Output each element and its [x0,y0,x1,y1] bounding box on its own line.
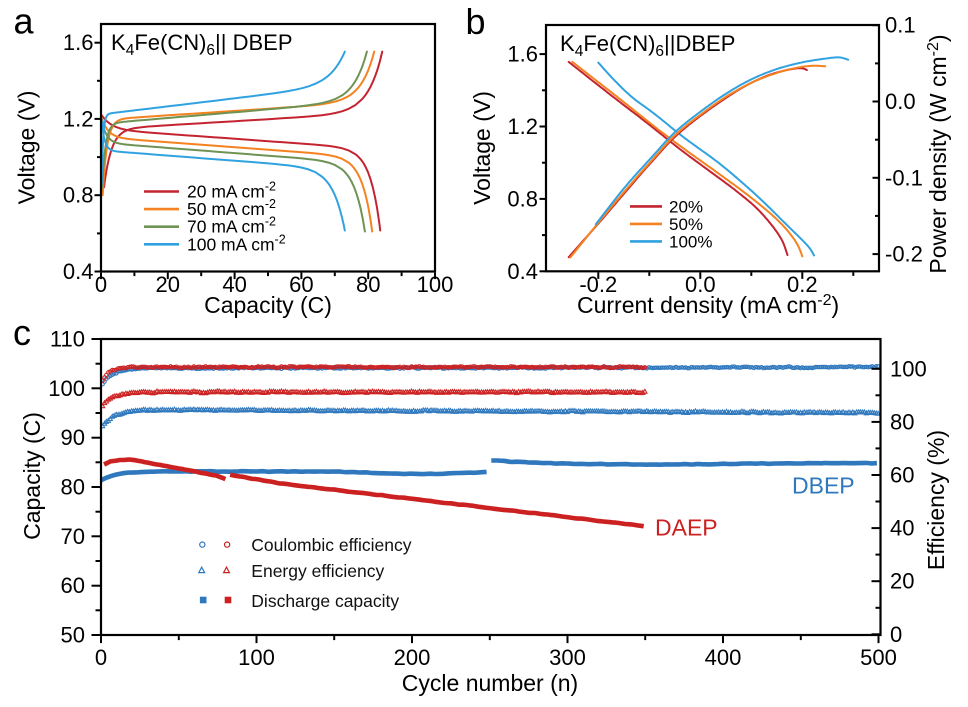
svg-text:Cycle number (n): Cycle number (n) [402,670,578,696]
svg-text:100: 100 [890,356,927,381]
svg-text:80: 80 [890,409,914,434]
svg-text:400: 400 [705,645,742,670]
svg-text:K4Fe(CN)6|| DBEP: K4Fe(CN)6|| DBEP [111,30,293,59]
svg-text:Discharge capacity: Discharge capacity [251,591,399,611]
svg-text:Capacity (C): Capacity (C) [19,412,45,540]
svg-text:60: 60 [890,463,914,488]
svg-text:0.0: 0.0 [685,272,716,297]
svg-text:40: 40 [890,516,914,541]
svg-text:20%: 20% [669,197,703,216]
svg-text:DAEP: DAEP [655,515,718,541]
svg-text:K4Fe(CN)6||DBEP: K4Fe(CN)6||DBEP [560,31,735,60]
svg-text:110: 110 [50,327,85,352]
svg-text:0.2: 0.2 [787,272,818,297]
svg-text:70 mA cm-2: 70 mA cm-2 [187,215,276,237]
svg-text:100: 100 [238,645,275,670]
svg-text:300: 300 [549,645,586,670]
svg-text:Efficiency (%): Efficiency (%) [923,430,949,570]
svg-text:50%: 50% [669,215,703,234]
svg-text:-0.2: -0.2 [885,242,923,267]
svg-text:Energy efficiency: Energy efficiency [251,561,384,581]
svg-text:1.6: 1.6 [507,42,538,67]
svg-text:0.8: 0.8 [507,186,538,211]
svg-text:20: 20 [156,272,180,297]
svg-text:Voltage (V): Voltage (V) [469,91,495,205]
svg-text:500: 500 [860,645,897,670]
svg-text:Power density (W cm-2): Power density (W cm-2) [925,34,951,273]
svg-text:100: 100 [417,272,454,297]
svg-text:b: b [466,1,486,42]
svg-text:-0.1: -0.1 [885,165,923,190]
svg-text:Current density (mA cm-2): Current density (mA cm-2) [577,292,839,318]
svg-text:-0.2: -0.2 [579,272,617,297]
svg-text:100 mA cm-2: 100 mA cm-2 [187,232,286,254]
svg-text:100%: 100% [669,232,712,251]
svg-text:1.6: 1.6 [63,30,94,55]
svg-text:0.4: 0.4 [63,259,94,284]
svg-text:20 mA cm-2: 20 mA cm-2 [187,180,276,202]
svg-text:200: 200 [394,645,431,670]
svg-text:80: 80 [61,475,85,500]
svg-text:0.0: 0.0 [885,89,916,114]
svg-text:60: 60 [289,272,313,297]
svg-text:0.8: 0.8 [63,183,94,208]
svg-text:50: 50 [61,623,85,648]
svg-text:0: 0 [95,272,107,297]
svg-text:0.4: 0.4 [507,259,538,284]
svg-text:0: 0 [890,622,902,647]
svg-text:40: 40 [222,272,246,297]
svg-text:70: 70 [61,524,85,549]
svg-text:DBEP: DBEP [792,473,855,499]
svg-text:20: 20 [890,569,914,594]
svg-text:90: 90 [61,425,85,450]
svg-text:1.2: 1.2 [63,106,94,131]
svg-text:a: a [14,1,35,42]
svg-text:Voltage (V): Voltage (V) [14,91,40,205]
svg-text:0.1: 0.1 [885,13,916,38]
svg-text:100: 100 [48,376,85,401]
svg-text:Capacity (C): Capacity (C) [204,292,332,318]
svg-text:60: 60 [61,573,85,598]
svg-text:50 mA cm-2: 50 mA cm-2 [187,197,276,219]
svg-text:80: 80 [356,272,380,297]
svg-text:c: c [13,312,31,353]
svg-text:1.2: 1.2 [507,114,538,139]
svg-text:Coulombic efficiency: Coulombic efficiency [251,535,411,555]
svg-text:0: 0 [95,645,107,670]
